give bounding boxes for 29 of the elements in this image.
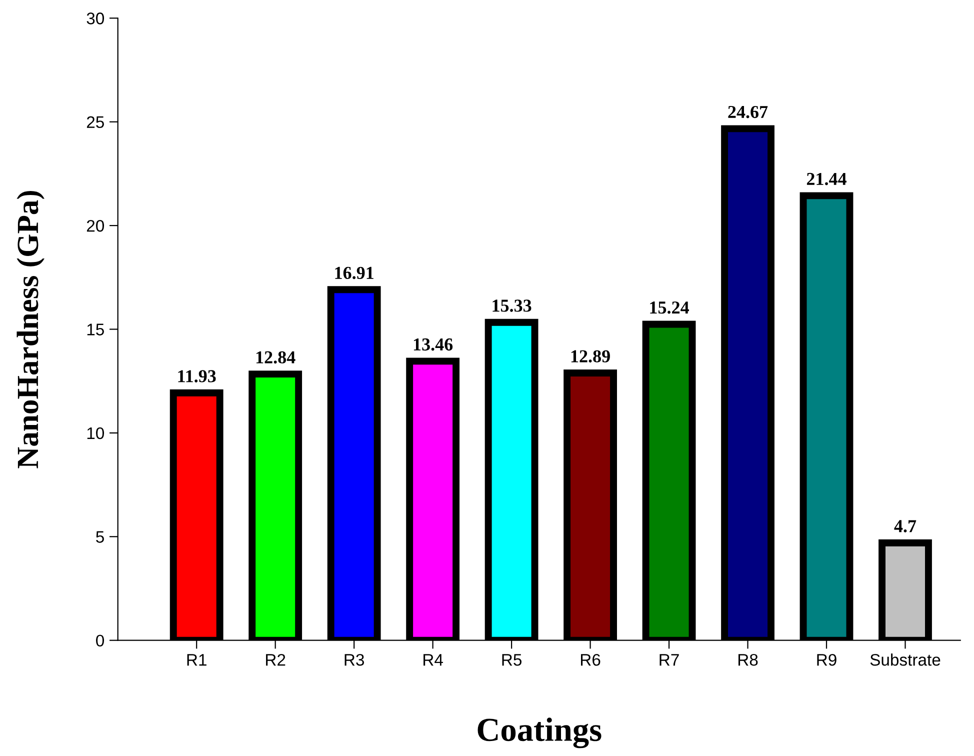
x-tick-label: R7 [660,654,679,666]
y-tick-label: 20 [86,220,104,232]
y-axis-title: NanoHardness (GPa) [16,190,44,468]
data-label: 16.91 [335,266,374,280]
data-label: 13.46 [414,338,453,351]
data-label: 11.93 [178,370,216,382]
data-label: 4.7 [894,520,916,532]
data-label: 12.89 [571,350,610,362]
x-axis-title: Coatings [478,718,602,748]
data-label: 15.24 [650,302,690,314]
y-tick-label: 5 [96,531,104,543]
data-label: 12.84 [256,351,296,364]
y-tick-label: 0 [96,634,104,647]
y-tick-label: 15 [87,324,104,336]
y-tick-label: 25 [86,116,104,128]
x-tick-label: R2 [266,654,286,666]
y-tick-label: 10 [87,427,104,440]
x-tick-label: R6 [581,654,600,666]
x-tick-label: R5 [502,654,522,666]
x-tick-label: R4 [424,654,443,666]
x-tick-label: Substrate [870,654,940,666]
x-tick-label: R3 [344,654,364,666]
y-tick-label: 30 [86,12,104,24]
x-tick-label: R1 [187,654,206,666]
x-tick-label: R8 [738,654,758,666]
data-label: 24.67 [728,106,768,118]
data-label: 21.44 [806,172,846,186]
x-tick-label: R9 [817,654,836,666]
data-label: 15.33 [492,300,532,312]
